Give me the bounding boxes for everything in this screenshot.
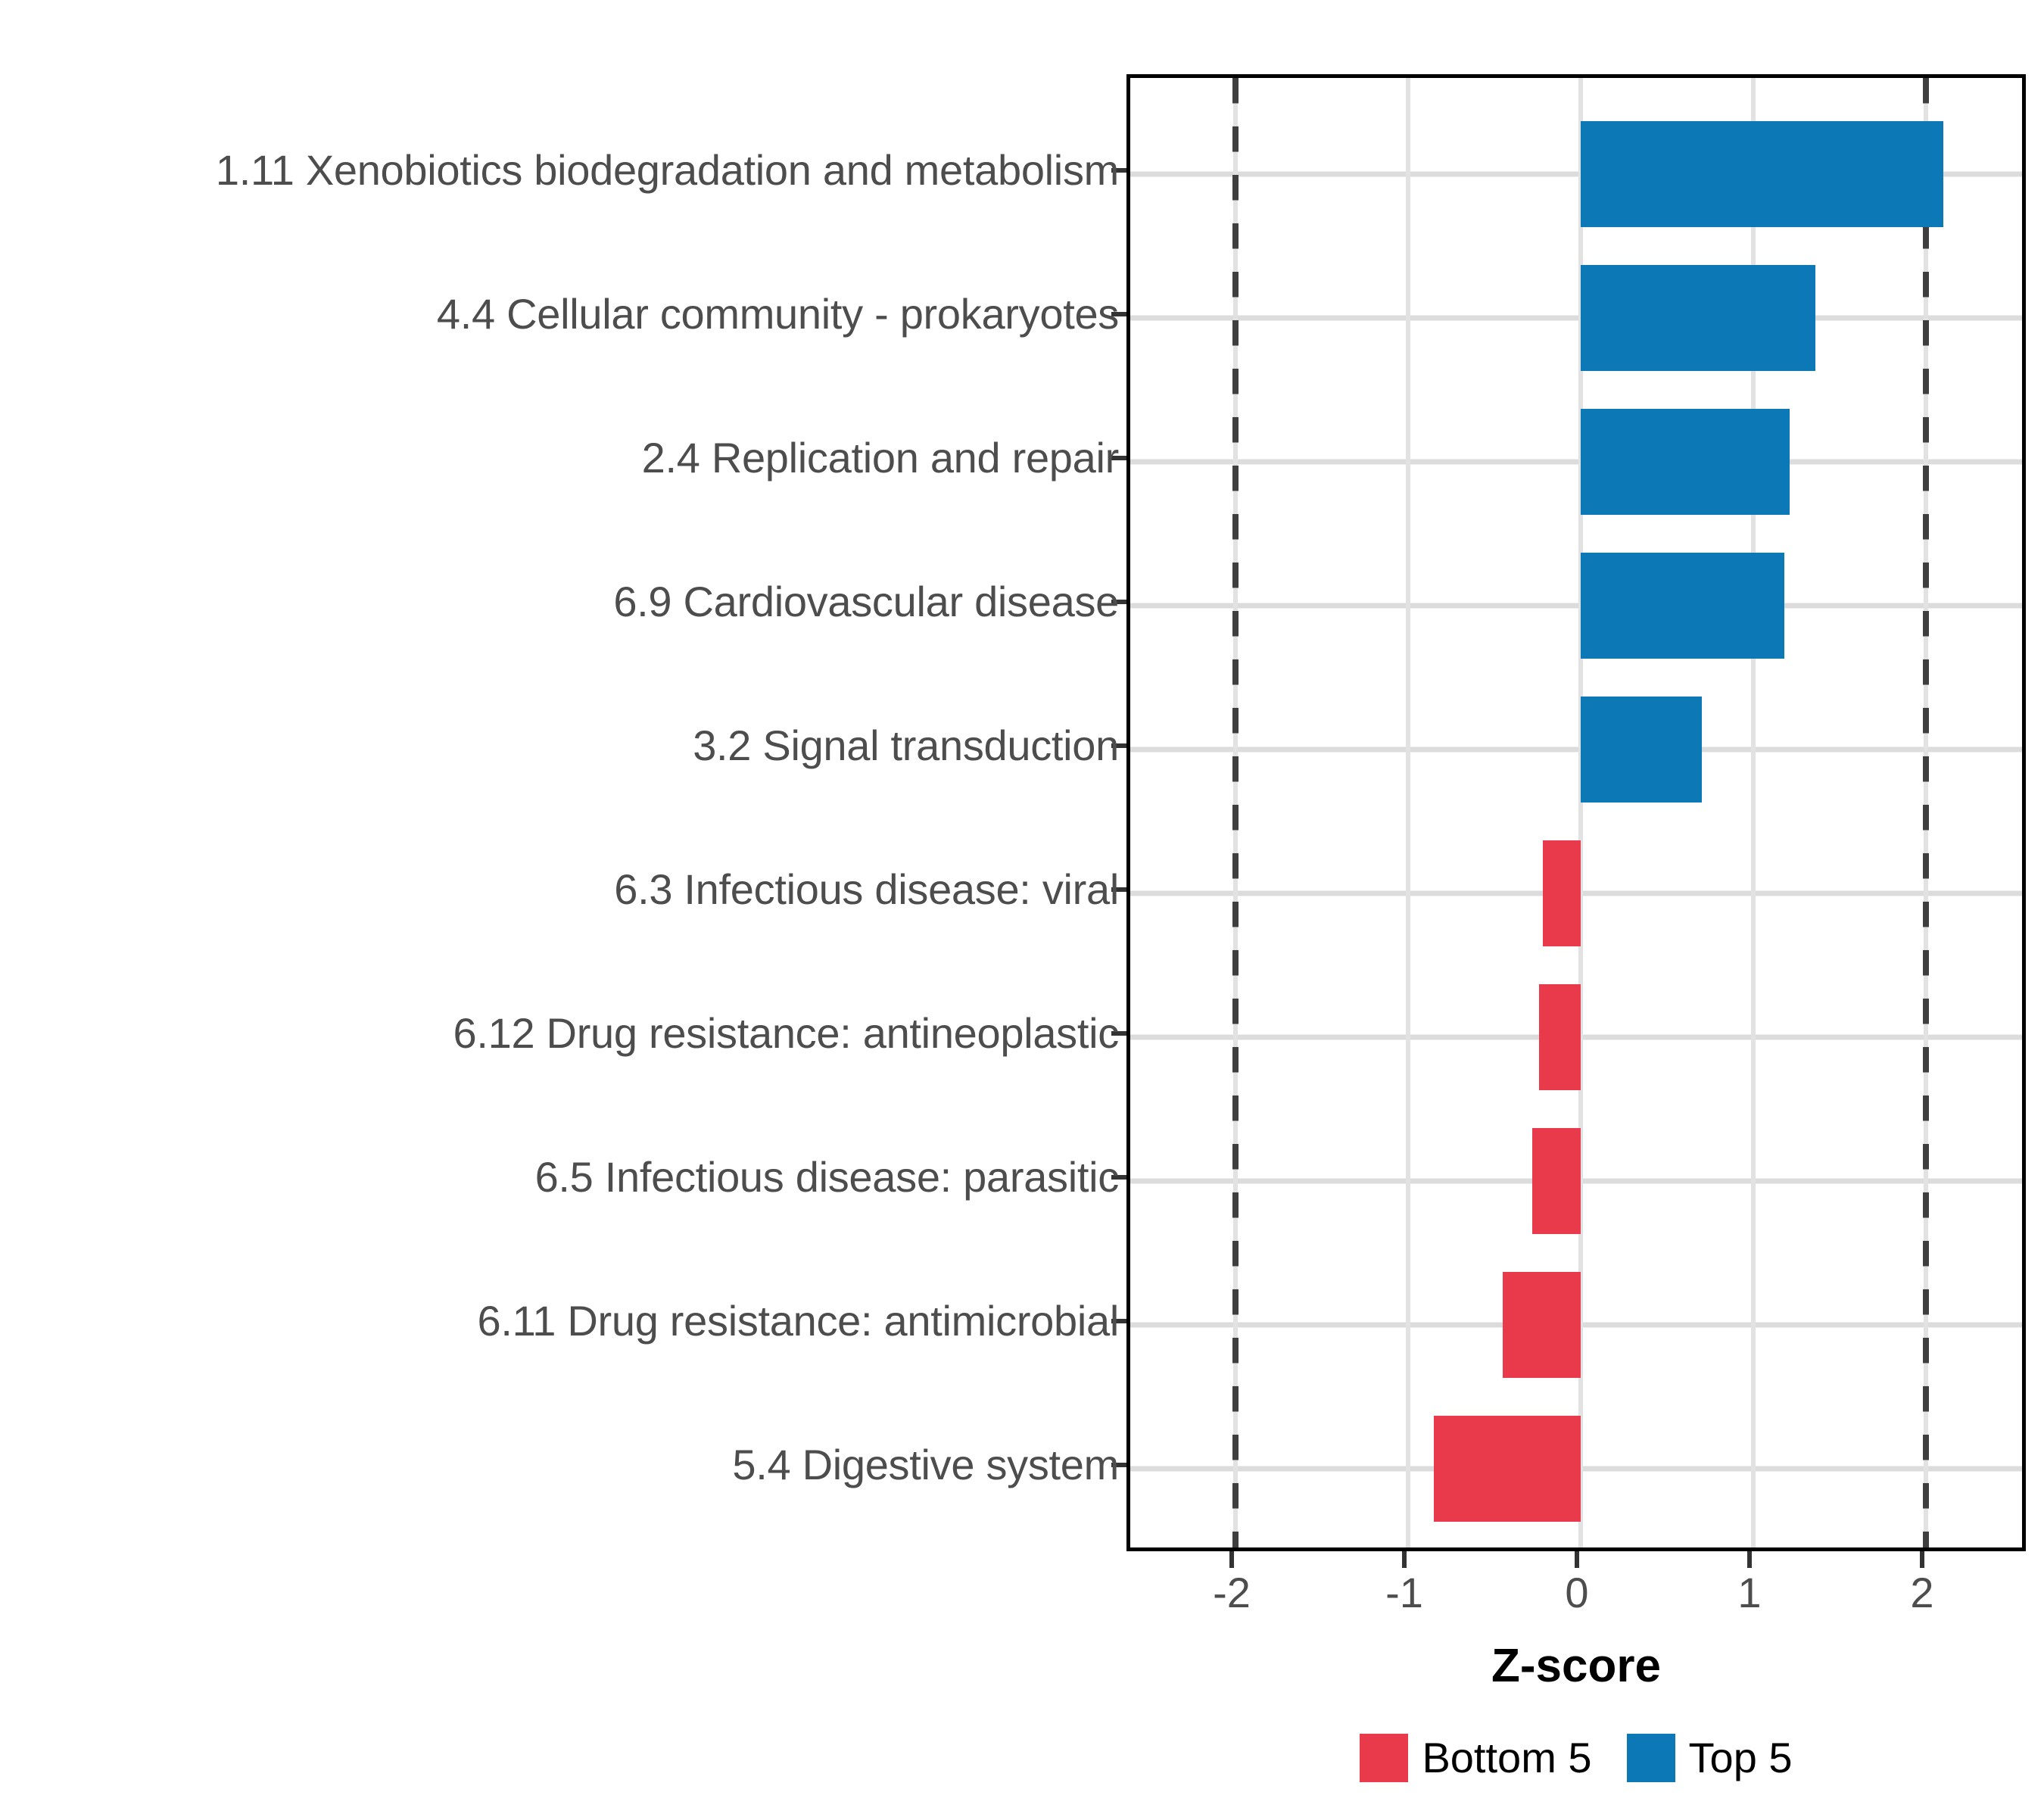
legend-item[interactable]: Top 5 xyxy=(1626,1734,1793,1782)
y-axis-tick xyxy=(1111,456,1126,460)
bar xyxy=(1434,1416,1581,1522)
y-axis-tick xyxy=(1111,1463,1126,1467)
bar xyxy=(1581,409,1790,515)
legend-swatch-icon xyxy=(1360,1734,1409,1782)
plot-panel xyxy=(1126,74,2026,1551)
x-axis-tick-label: -1 xyxy=(1385,1569,1423,1616)
reference-line xyxy=(1232,78,1239,1547)
y-axis-tick-label: 2.4 Replication and repair xyxy=(641,434,1120,482)
gridline-horizontal xyxy=(1130,459,2022,465)
bar xyxy=(1532,1128,1581,1234)
legend-swatch-icon xyxy=(1626,1734,1675,1782)
x-axis-tick xyxy=(1747,1551,1752,1568)
gridline-horizontal xyxy=(1130,315,2022,321)
x-axis-tick xyxy=(1920,1551,1924,1568)
gridline-horizontal xyxy=(1130,171,2022,177)
y-axis-tick-label: 6.3 Infectious disease: viral xyxy=(614,865,1119,913)
y-axis-tick-label: 6.9 Cardiovascular disease xyxy=(613,578,1119,625)
x-axis-tick-label: 1 xyxy=(1737,1569,1762,1616)
y-axis-tick xyxy=(1111,743,1126,748)
legend-label: Top 5 xyxy=(1688,1734,1793,1781)
reference-line xyxy=(1923,78,1929,1547)
x-axis-title: Z-score xyxy=(1491,1640,1661,1692)
y-axis-tick xyxy=(1111,600,1126,604)
y-axis-tick xyxy=(1111,168,1126,173)
chart-legend: Bottom 5 Top 5 xyxy=(1126,1734,2026,1782)
gridline-vertical xyxy=(1578,78,1583,1547)
bar xyxy=(1581,697,1702,803)
plot-area xyxy=(1130,78,2022,1547)
x-axis-tick-label: 2 xyxy=(1910,1569,1934,1616)
bar xyxy=(1581,553,1785,659)
y-axis-tick-label: 6.11 Drug resistance: antimicrobial xyxy=(477,1297,1119,1345)
y-axis-tick-label: 6.12 Drug resistance: antineoplastic xyxy=(453,1009,1120,1057)
y-axis-tick xyxy=(1111,1031,1126,1036)
x-axis-tick xyxy=(1575,1551,1579,1568)
gridline-vertical xyxy=(1406,78,1410,1547)
legend-item[interactable]: Bottom 5 xyxy=(1360,1734,1592,1782)
bar xyxy=(1581,121,1943,227)
x-axis-tick xyxy=(1229,1551,1234,1568)
x-axis-tick-label: 0 xyxy=(1565,1569,1589,1616)
x-axis-tick xyxy=(1402,1551,1407,1568)
y-axis-tick-label: 6.5 Infectious disease: parasitic xyxy=(534,1153,1120,1201)
x-axis-tick-label: -2 xyxy=(1213,1569,1251,1616)
bar xyxy=(1581,265,1816,371)
y-axis-tick xyxy=(1111,1319,1126,1323)
y-axis-tick-label: 1.11 Xenobiotics biodegradation and meta… xyxy=(215,146,1119,194)
gridline-horizontal xyxy=(1130,603,2022,609)
y-axis-tick-label: 5.4 Digestive system xyxy=(732,1441,1119,1488)
bar xyxy=(1539,984,1581,1090)
y-axis-tick-label: 3.2 Signal transduction xyxy=(693,722,1119,769)
y-axis-tick-label: 4.4 Cellular community - prokaryotes xyxy=(436,290,1119,338)
y-axis-tick xyxy=(1111,1175,1126,1180)
gridline-horizontal xyxy=(1130,746,2022,753)
gridline-vertical xyxy=(1751,78,1756,1547)
legend-label: Bottom 5 xyxy=(1422,1734,1592,1781)
bar xyxy=(1503,1272,1581,1378)
y-axis-tick xyxy=(1111,312,1126,316)
y-axis-tick xyxy=(1111,887,1126,892)
bar xyxy=(1542,840,1581,946)
